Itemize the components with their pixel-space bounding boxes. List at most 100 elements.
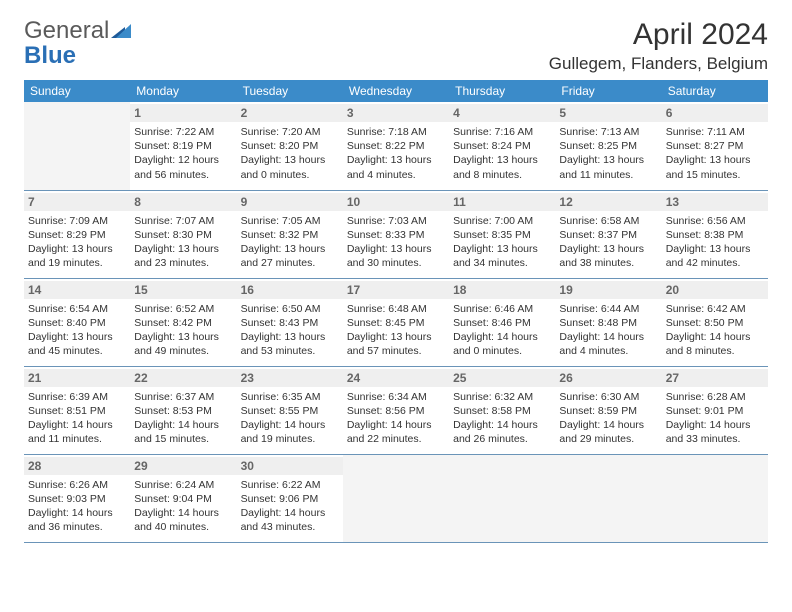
- day-cell: 24Sunrise: 6:34 AMSunset: 8:56 PMDayligh…: [343, 366, 449, 454]
- day-cell: 11Sunrise: 7:00 AMSunset: 8:35 PMDayligh…: [449, 190, 555, 278]
- header: GeneralBlue April 2024 Gullegem, Flander…: [24, 18, 768, 74]
- day-details: Sunrise: 6:52 AMSunset: 8:42 PMDaylight:…: [134, 302, 232, 359]
- daylight-text-2: and 57 minutes.: [347, 344, 445, 358]
- daylight-text-2: and 27 minutes.: [241, 256, 339, 270]
- day-cell: [662, 454, 768, 542]
- day-details: Sunrise: 7:00 AMSunset: 8:35 PMDaylight:…: [453, 214, 551, 271]
- sunset-text: Sunset: 8:43 PM: [241, 316, 339, 330]
- sunset-text: Sunset: 9:03 PM: [28, 492, 126, 506]
- daylight-text: Daylight: 14 hours: [559, 330, 657, 344]
- day-cell: 15Sunrise: 6:52 AMSunset: 8:42 PMDayligh…: [130, 278, 236, 366]
- week-row: 21Sunrise: 6:39 AMSunset: 8:51 PMDayligh…: [24, 366, 768, 454]
- sunrise-text: Sunrise: 6:37 AM: [134, 390, 232, 404]
- sunrise-text: Sunrise: 6:50 AM: [241, 302, 339, 316]
- daylight-text: Daylight: 13 hours: [559, 153, 657, 167]
- day-details: Sunrise: 7:20 AMSunset: 8:20 PMDaylight:…: [241, 125, 339, 182]
- sunset-text: Sunset: 8:51 PM: [28, 404, 126, 418]
- day-number: 27: [662, 369, 768, 387]
- daylight-text-2: and 36 minutes.: [28, 520, 126, 534]
- daylight-text-2: and 8 minutes.: [666, 344, 764, 358]
- day-details: Sunrise: 6:46 AMSunset: 8:46 PMDaylight:…: [453, 302, 551, 359]
- daylight-text-2: and 56 minutes.: [134, 168, 232, 182]
- day-cell: 28Sunrise: 6:26 AMSunset: 9:03 PMDayligh…: [24, 454, 130, 542]
- daylight-text-2: and 15 minutes.: [666, 168, 764, 182]
- sunset-text: Sunset: 8:24 PM: [453, 139, 551, 153]
- day-cell: 5Sunrise: 7:13 AMSunset: 8:25 PMDaylight…: [555, 102, 661, 190]
- sunset-text: Sunset: 8:25 PM: [559, 139, 657, 153]
- day-number: 29: [130, 457, 236, 475]
- daylight-text-2: and 22 minutes.: [347, 432, 445, 446]
- daylight-text-2: and 43 minutes.: [241, 520, 339, 534]
- day-number: 20: [662, 281, 768, 299]
- logo: GeneralBlue: [24, 18, 131, 68]
- weekday-header: Sunday: [24, 80, 130, 102]
- day-details: Sunrise: 7:11 AMSunset: 8:27 PMDaylight:…: [666, 125, 764, 182]
- daylight-text: Daylight: 13 hours: [453, 242, 551, 256]
- day-details: Sunrise: 6:48 AMSunset: 8:45 PMDaylight:…: [347, 302, 445, 359]
- sunset-text: Sunset: 8:45 PM: [347, 316, 445, 330]
- day-number: 7: [24, 193, 130, 211]
- daylight-text-2: and 23 minutes.: [134, 256, 232, 270]
- daylight-text: Daylight: 14 hours: [453, 330, 551, 344]
- day-details: Sunrise: 6:24 AMSunset: 9:04 PMDaylight:…: [134, 478, 232, 535]
- sunset-text: Sunset: 8:42 PM: [134, 316, 232, 330]
- sunrise-text: Sunrise: 6:56 AM: [666, 214, 764, 228]
- sunrise-text: Sunrise: 7:11 AM: [666, 125, 764, 139]
- day-details: Sunrise: 6:32 AMSunset: 8:58 PMDaylight:…: [453, 390, 551, 447]
- day-cell: 10Sunrise: 7:03 AMSunset: 8:33 PMDayligh…: [343, 190, 449, 278]
- week-row: 7Sunrise: 7:09 AMSunset: 8:29 PMDaylight…: [24, 190, 768, 278]
- sunset-text: Sunset: 8:40 PM: [28, 316, 126, 330]
- location: Gullegem, Flanders, Belgium: [549, 54, 768, 74]
- day-number: 22: [130, 369, 236, 387]
- daylight-text: Daylight: 13 hours: [347, 242, 445, 256]
- day-number: 17: [343, 281, 449, 299]
- day-cell: 2Sunrise: 7:20 AMSunset: 8:20 PMDaylight…: [237, 102, 343, 190]
- sunset-text: Sunset: 8:19 PM: [134, 139, 232, 153]
- sunrise-text: Sunrise: 6:39 AM: [28, 390, 126, 404]
- sunset-text: Sunset: 8:46 PM: [453, 316, 551, 330]
- daylight-text-2: and 19 minutes.: [241, 432, 339, 446]
- day-details: Sunrise: 6:30 AMSunset: 8:59 PMDaylight:…: [559, 390, 657, 447]
- sunset-text: Sunset: 8:27 PM: [666, 139, 764, 153]
- day-number: 13: [662, 193, 768, 211]
- sunrise-text: Sunrise: 6:26 AM: [28, 478, 126, 492]
- daylight-text: Daylight: 13 hours: [134, 242, 232, 256]
- day-number: 1: [130, 104, 236, 122]
- daylight-text: Daylight: 14 hours: [28, 506, 126, 520]
- day-number: 12: [555, 193, 661, 211]
- weekday-header: Friday: [555, 80, 661, 102]
- day-number: 10: [343, 193, 449, 211]
- day-cell: 3Sunrise: 7:18 AMSunset: 8:22 PMDaylight…: [343, 102, 449, 190]
- daylight-text: Daylight: 14 hours: [241, 418, 339, 432]
- weekday-header: Monday: [130, 80, 236, 102]
- daylight-text-2: and 4 minutes.: [347, 168, 445, 182]
- sunset-text: Sunset: 8:33 PM: [347, 228, 445, 242]
- day-details: Sunrise: 6:54 AMSunset: 8:40 PMDaylight:…: [28, 302, 126, 359]
- sunset-text: Sunset: 8:30 PM: [134, 228, 232, 242]
- day-details: Sunrise: 6:58 AMSunset: 8:37 PMDaylight:…: [559, 214, 657, 271]
- daylight-text: Daylight: 13 hours: [241, 242, 339, 256]
- sunset-text: Sunset: 8:37 PM: [559, 228, 657, 242]
- daylight-text: Daylight: 14 hours: [559, 418, 657, 432]
- day-details: Sunrise: 6:56 AMSunset: 8:38 PMDaylight:…: [666, 214, 764, 271]
- daylight-text: Daylight: 13 hours: [134, 330, 232, 344]
- day-cell: 21Sunrise: 6:39 AMSunset: 8:51 PMDayligh…: [24, 366, 130, 454]
- sunrise-text: Sunrise: 7:20 AM: [241, 125, 339, 139]
- calendar-table: SundayMondayTuesdayWednesdayThursdayFrid…: [24, 80, 768, 543]
- day-number: 19: [555, 281, 661, 299]
- daylight-text-2: and 53 minutes.: [241, 344, 339, 358]
- day-cell: 29 Sunrise: 6:24 AMSunset: 9:04 PMDayligh…: [130, 454, 236, 542]
- sunrise-text: Sunrise: 6:34 AM: [347, 390, 445, 404]
- sunrise-text: Sunrise: 7:09 AM: [28, 214, 126, 228]
- daylight-text: Daylight: 13 hours: [666, 153, 764, 167]
- sunset-text: Sunset: 8:38 PM: [666, 228, 764, 242]
- day-cell: [449, 454, 555, 542]
- sunrise-text: Sunrise: 6:48 AM: [347, 302, 445, 316]
- day-details: Sunrise: 7:16 AMSunset: 8:24 PMDaylight:…: [453, 125, 551, 182]
- day-cell: 7Sunrise: 7:09 AMSunset: 8:29 PMDaylight…: [24, 190, 130, 278]
- day-details: Sunrise: 6:34 AMSunset: 8:56 PMDaylight:…: [347, 390, 445, 447]
- day-cell: 9Sunrise: 7:05 AMSunset: 8:32 PMDaylight…: [237, 190, 343, 278]
- sunrise-text: Sunrise: 7:16 AM: [453, 125, 551, 139]
- day-number: 9: [237, 193, 343, 211]
- day-details: Sunrise: 6:44 AMSunset: 8:48 PMDaylight:…: [559, 302, 657, 359]
